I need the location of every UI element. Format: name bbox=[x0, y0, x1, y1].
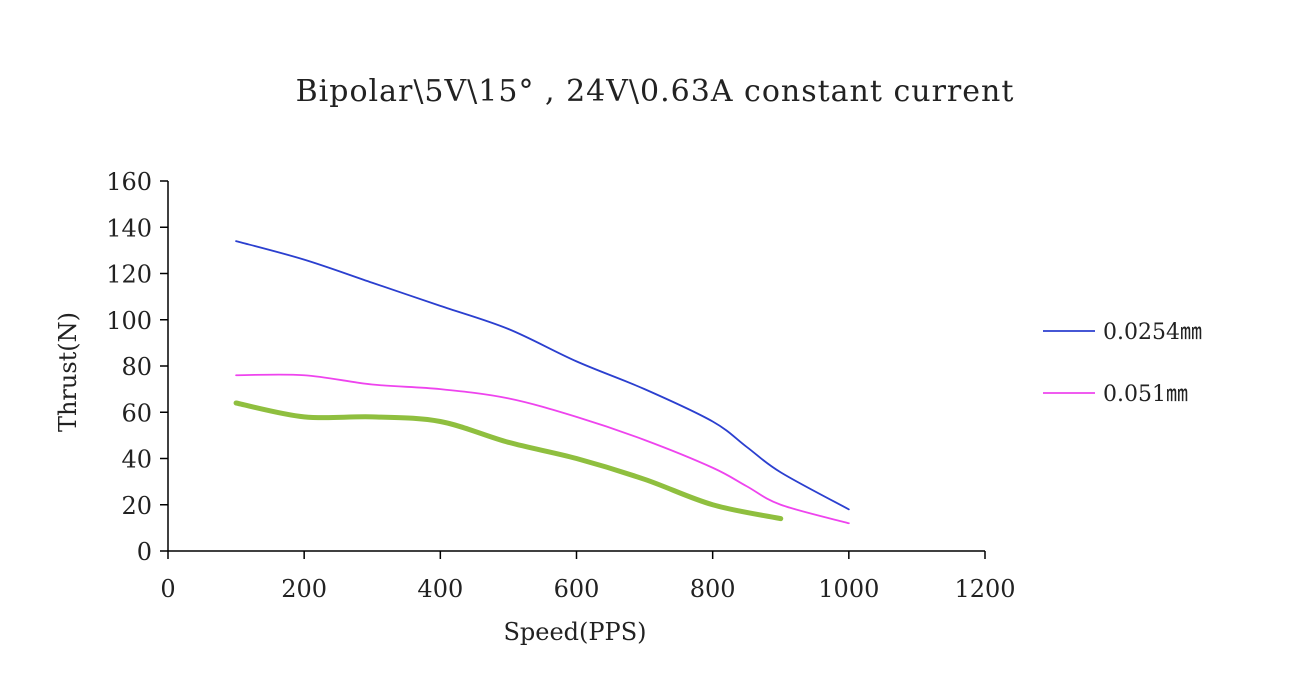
legend: 0.0254㎜ 0.051㎜ bbox=[1043, 320, 1202, 407]
series-line-0 bbox=[235, 240, 850, 511]
x-tick-label: 1200 bbox=[954, 575, 1015, 603]
y-tick-label: 100 bbox=[106, 307, 152, 335]
series-group bbox=[233, 240, 850, 525]
x-axis-label: Speed(PPS) bbox=[503, 618, 646, 646]
x-tick-label: 600 bbox=[554, 575, 600, 603]
y-axis-label: Thrust(N) bbox=[54, 312, 82, 432]
chart-title: Bipolar\5V\15° , 24V\0.63A constant curr… bbox=[296, 74, 1015, 109]
axes bbox=[167, 181, 985, 552]
series-line-1 bbox=[235, 373, 850, 525]
x-tick-label: 200 bbox=[281, 575, 327, 603]
x-ticks: 0 200 400 600 800 1000 1200 bbox=[160, 551, 1016, 603]
x-tick-label: 800 bbox=[690, 575, 736, 603]
series-line-2 bbox=[233, 400, 784, 522]
x-tick-label: 0 bbox=[160, 575, 175, 603]
legend-label-1: 0.051㎜ bbox=[1103, 382, 1188, 407]
y-ticks: 0 20 40 60 80 100 120 140 160 bbox=[106, 168, 168, 566]
y-tick-label: 80 bbox=[121, 353, 152, 381]
y-tick-label: 60 bbox=[121, 399, 152, 427]
x-tick-label: 400 bbox=[417, 575, 463, 603]
y-tick-label: 160 bbox=[106, 168, 152, 196]
y-tick-label: 0 bbox=[137, 538, 152, 566]
y-tick-label: 140 bbox=[106, 214, 152, 242]
y-tick-label: 40 bbox=[121, 446, 152, 474]
x-tick-label: 1000 bbox=[818, 575, 879, 603]
legend-label-0: 0.0254㎜ bbox=[1103, 320, 1202, 345]
y-tick-label: 120 bbox=[106, 261, 152, 289]
y-tick-label: 20 bbox=[121, 492, 152, 520]
